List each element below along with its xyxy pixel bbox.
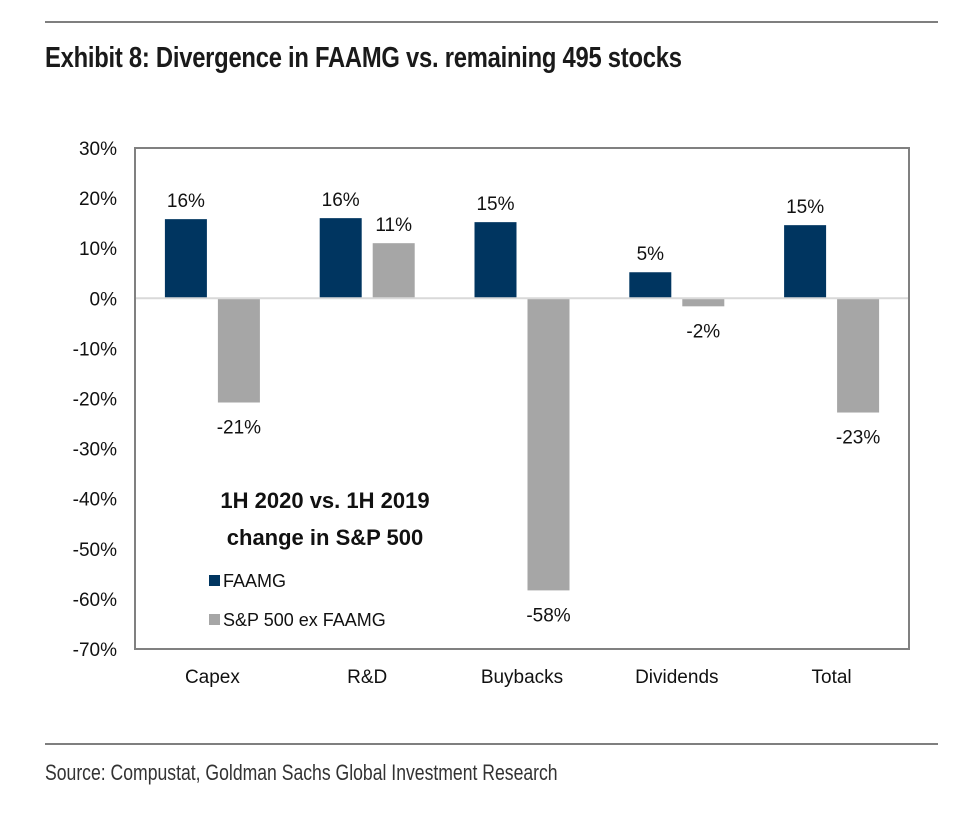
plot-frame	[134, 147, 910, 650]
y-tick-label: -70%	[73, 640, 117, 661]
x-axis: Capex R&D Buybacks Dividends Total	[185, 667, 852, 688]
bar-faamg	[319, 218, 362, 299]
bottom-rule	[45, 743, 938, 745]
data-label: -23%	[836, 428, 880, 449]
y-tick-label: -20%	[73, 390, 117, 411]
bars	[164, 218, 880, 591]
y-tick-label: 20%	[79, 189, 117, 210]
bar-sp500-ex-faamg	[372, 243, 415, 299]
bar-sp500-ex-faamg	[837, 298, 880, 413]
source-note: Source: Compustat, Goldman Sachs Global …	[45, 760, 558, 785]
legend-swatch-sp500-ex-faamg	[209, 614, 220, 625]
y-tick-label: -60%	[73, 590, 117, 611]
legend: FAAMG S&P 500 ex FAAMG	[209, 571, 386, 630]
bar-faamg	[784, 225, 827, 299]
data-label: 15%	[476, 194, 514, 215]
chart-annotation: 1H 2020 vs. 1H 2019 change in S&P 500	[220, 488, 429, 550]
data-label: 16%	[322, 190, 360, 211]
bar-faamg	[474, 222, 517, 299]
data-label: -58%	[526, 605, 570, 626]
bar-sp500-ex-faamg	[682, 298, 725, 307]
y-axis: 30% 20% 10% 0% -10% -20% -30% -40% -50% -60% -70%	[73, 139, 117, 661]
data-labels: 16% -21% 16% 11% 15% -58% 5% -2% 15% -23%	[167, 190, 880, 626]
data-label: 11%	[375, 215, 412, 236]
bar-faamg	[164, 219, 207, 299]
x-tick-label: R&D	[347, 667, 387, 688]
bar-faamg	[629, 272, 672, 299]
data-label: -21%	[217, 418, 261, 439]
data-label: 5%	[637, 244, 665, 265]
y-tick-label: 30%	[79, 139, 117, 160]
y-tick-label: -50%	[73, 540, 117, 561]
top-rule	[45, 21, 938, 23]
bar-sp500-ex-faamg	[217, 298, 260, 403]
annotation-line-1: 1H 2020 vs. 1H 2019	[220, 488, 429, 513]
data-label: 15%	[786, 197, 824, 218]
y-tick-label: -10%	[73, 339, 117, 360]
x-tick-label: Total	[812, 667, 852, 688]
x-tick-label: Buybacks	[481, 667, 563, 688]
annotation-line-2: change in S&P 500	[227, 525, 423, 550]
y-tick-label: -40%	[73, 490, 117, 511]
legend-label-faamg: FAAMG	[223, 571, 286, 591]
y-tick-label: 10%	[79, 239, 117, 260]
y-tick-label: 0%	[90, 289, 118, 310]
y-tick-label: -30%	[73, 440, 117, 461]
data-label: 16%	[167, 191, 205, 212]
legend-swatch-faamg	[209, 575, 220, 586]
data-label: -2%	[686, 321, 720, 342]
x-tick-label: Dividends	[635, 667, 718, 688]
chart-title: Exhibit 8: Divergence in FAAMG vs. remai…	[45, 42, 682, 74]
bar-sp500-ex-faamg	[527, 298, 570, 591]
x-tick-label: Capex	[185, 667, 240, 688]
legend-label-sp500-ex-faamg: S&P 500 ex FAAMG	[223, 610, 386, 630]
